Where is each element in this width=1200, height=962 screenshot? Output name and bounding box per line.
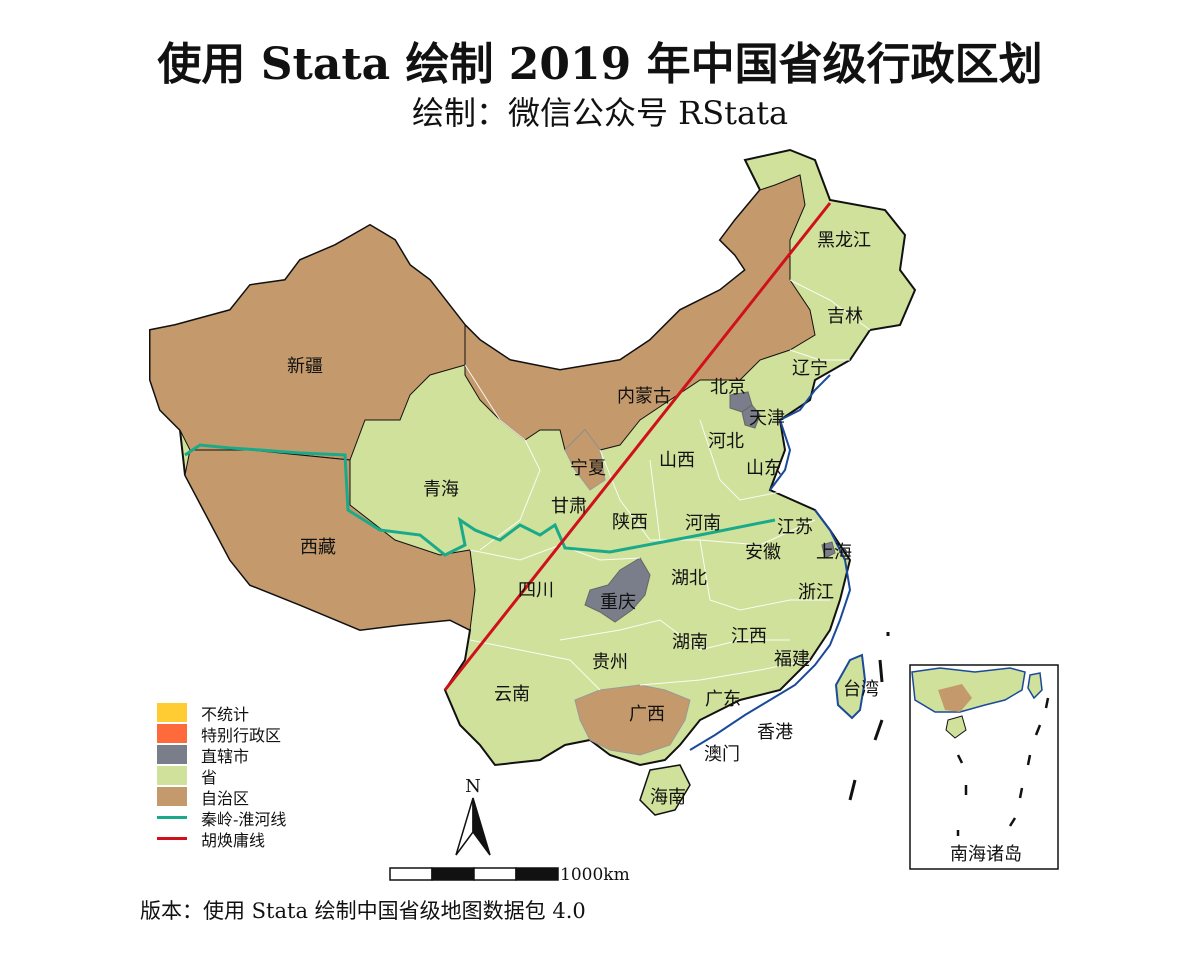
map-legend: 不统计 特别行政区 直辖市 省 自治区 秦岭-淮河线 胡焕庸线 — [157, 702, 287, 850]
legend-item-autonomous: 自治区 — [157, 786, 286, 808]
legend-swatch-municipality — [157, 745, 187, 764]
label-hainan: 海南 — [650, 787, 686, 808]
legend-line-qinling — [157, 816, 187, 819]
label-neimenggu: 内蒙古 — [617, 386, 671, 407]
map-subtitle: 绘制：微信公众号 RStata — [411, 94, 789, 132]
label-shanxi: 山西 — [659, 450, 695, 471]
south-china-sea-inset: 南海诸岛 — [909, 664, 1059, 870]
label-yunnan: 云南 — [494, 684, 530, 705]
label-hunan: 湖南 — [672, 632, 708, 653]
legend-item-qinling: 秦岭-淮河线 — [157, 807, 287, 829]
legend-label: 特别行政区 — [201, 725, 282, 745]
label-xinjiang: 新疆 — [287, 356, 323, 377]
region-shanghai-shape — [821, 541, 836, 559]
legend-label: 秦岭-淮河线 — [201, 809, 287, 829]
label-xianggang: 香港 — [757, 722, 793, 743]
legend-label: 省 — [201, 767, 218, 787]
region-labels: 新疆 西藏 青海 甘肃 宁夏 内蒙古 黑龙江 吉林 辽宁 北京 天津 河北 山西… — [287, 230, 879, 808]
legend-item-municipality: 直辖市 — [157, 744, 286, 766]
label-hebei: 河北 — [708, 431, 744, 452]
footer-version: 版本：使用 Stata 绘制中国省级地图数据包 4.0 — [140, 899, 586, 923]
north-arrow: N — [455, 776, 491, 856]
legend-item-sar: 特别行政区 — [157, 723, 286, 745]
scale-bar — [389, 867, 559, 881]
label-zhejiang: 浙江 — [798, 582, 834, 603]
label-jiangxi: 江西 — [731, 626, 767, 647]
label-xizang: 西藏 — [300, 537, 336, 558]
label-aomen: 澳门 — [704, 744, 740, 765]
region-chongqing-shape — [584, 557, 651, 623]
label-guangdong: 广东 — [705, 689, 741, 710]
label-guangxi: 广西 — [629, 704, 665, 725]
inset-label: 南海诸岛 — [950, 844, 1022, 865]
label-chongqing: 重庆 — [600, 592, 636, 613]
label-anhui: 安徽 — [745, 542, 781, 563]
legend-item-hu: 胡焕庸线 — [157, 828, 286, 850]
label-ningxia: 宁夏 — [570, 458, 606, 479]
legend-label: 胡焕庸线 — [201, 830, 266, 850]
island-hainan-shape — [639, 764, 691, 816]
region-neimenggu-shape — [464, 174, 816, 451]
region-tianjin-shape — [741, 404, 761, 429]
legend-label: 自治区 — [201, 788, 250, 808]
region-xizang-shape — [184, 449, 476, 631]
label-jilin: 吉林 — [827, 306, 863, 327]
legend-swatch-province — [157, 766, 187, 785]
label-tianjin: 天津 — [749, 408, 785, 429]
label-heilongjiang: 黑龙江 — [817, 230, 871, 251]
north-label: N — [465, 776, 481, 797]
legend-swatch-sar — [157, 724, 187, 743]
legend-item-province: 省 — [157, 765, 286, 787]
label-hubei: 湖北 — [671, 568, 707, 589]
label-shaanxi: 陕西 — [612, 512, 648, 533]
label-sichuan: 四川 — [518, 580, 554, 601]
legend-swatch-autonomous — [157, 787, 187, 806]
island-taiwan-shape — [834, 653, 867, 720]
region-guangxi-shape — [574, 684, 691, 756]
label-fujian: 福建 — [774, 649, 810, 670]
scale-label: 1000km — [560, 865, 630, 885]
legend-label: 不统计 — [201, 704, 250, 724]
label-qinghai: 青海 — [423, 479, 459, 500]
label-gansu: 甘肃 — [551, 496, 587, 517]
hu-huanyong-line — [443, 202, 832, 691]
label-beijing: 北京 — [710, 377, 746, 398]
legend-item-none: 不统计 — [157, 702, 286, 724]
legend-line-hu — [157, 837, 187, 840]
sea-boundary-dashes — [848, 632, 890, 801]
legend-label: 直辖市 — [201, 746, 250, 766]
coastline — [689, 374, 852, 751]
label-shandong: 山东 — [746, 458, 782, 479]
label-liaoning: 辽宁 — [792, 358, 828, 379]
label-jiangsu: 江苏 — [777, 517, 813, 538]
legend-swatch-none — [157, 703, 187, 722]
label-henan: 河南 — [685, 513, 721, 534]
province-borders — [464, 279, 871, 691]
label-shanghai: 上海 — [816, 542, 852, 563]
label-guizhou: 贵州 — [592, 652, 628, 673]
map-title: 使用 Stata 绘制 2019 年中国省级行政区划 — [157, 39, 1043, 90]
label-taiwan: 台湾 — [843, 679, 879, 700]
